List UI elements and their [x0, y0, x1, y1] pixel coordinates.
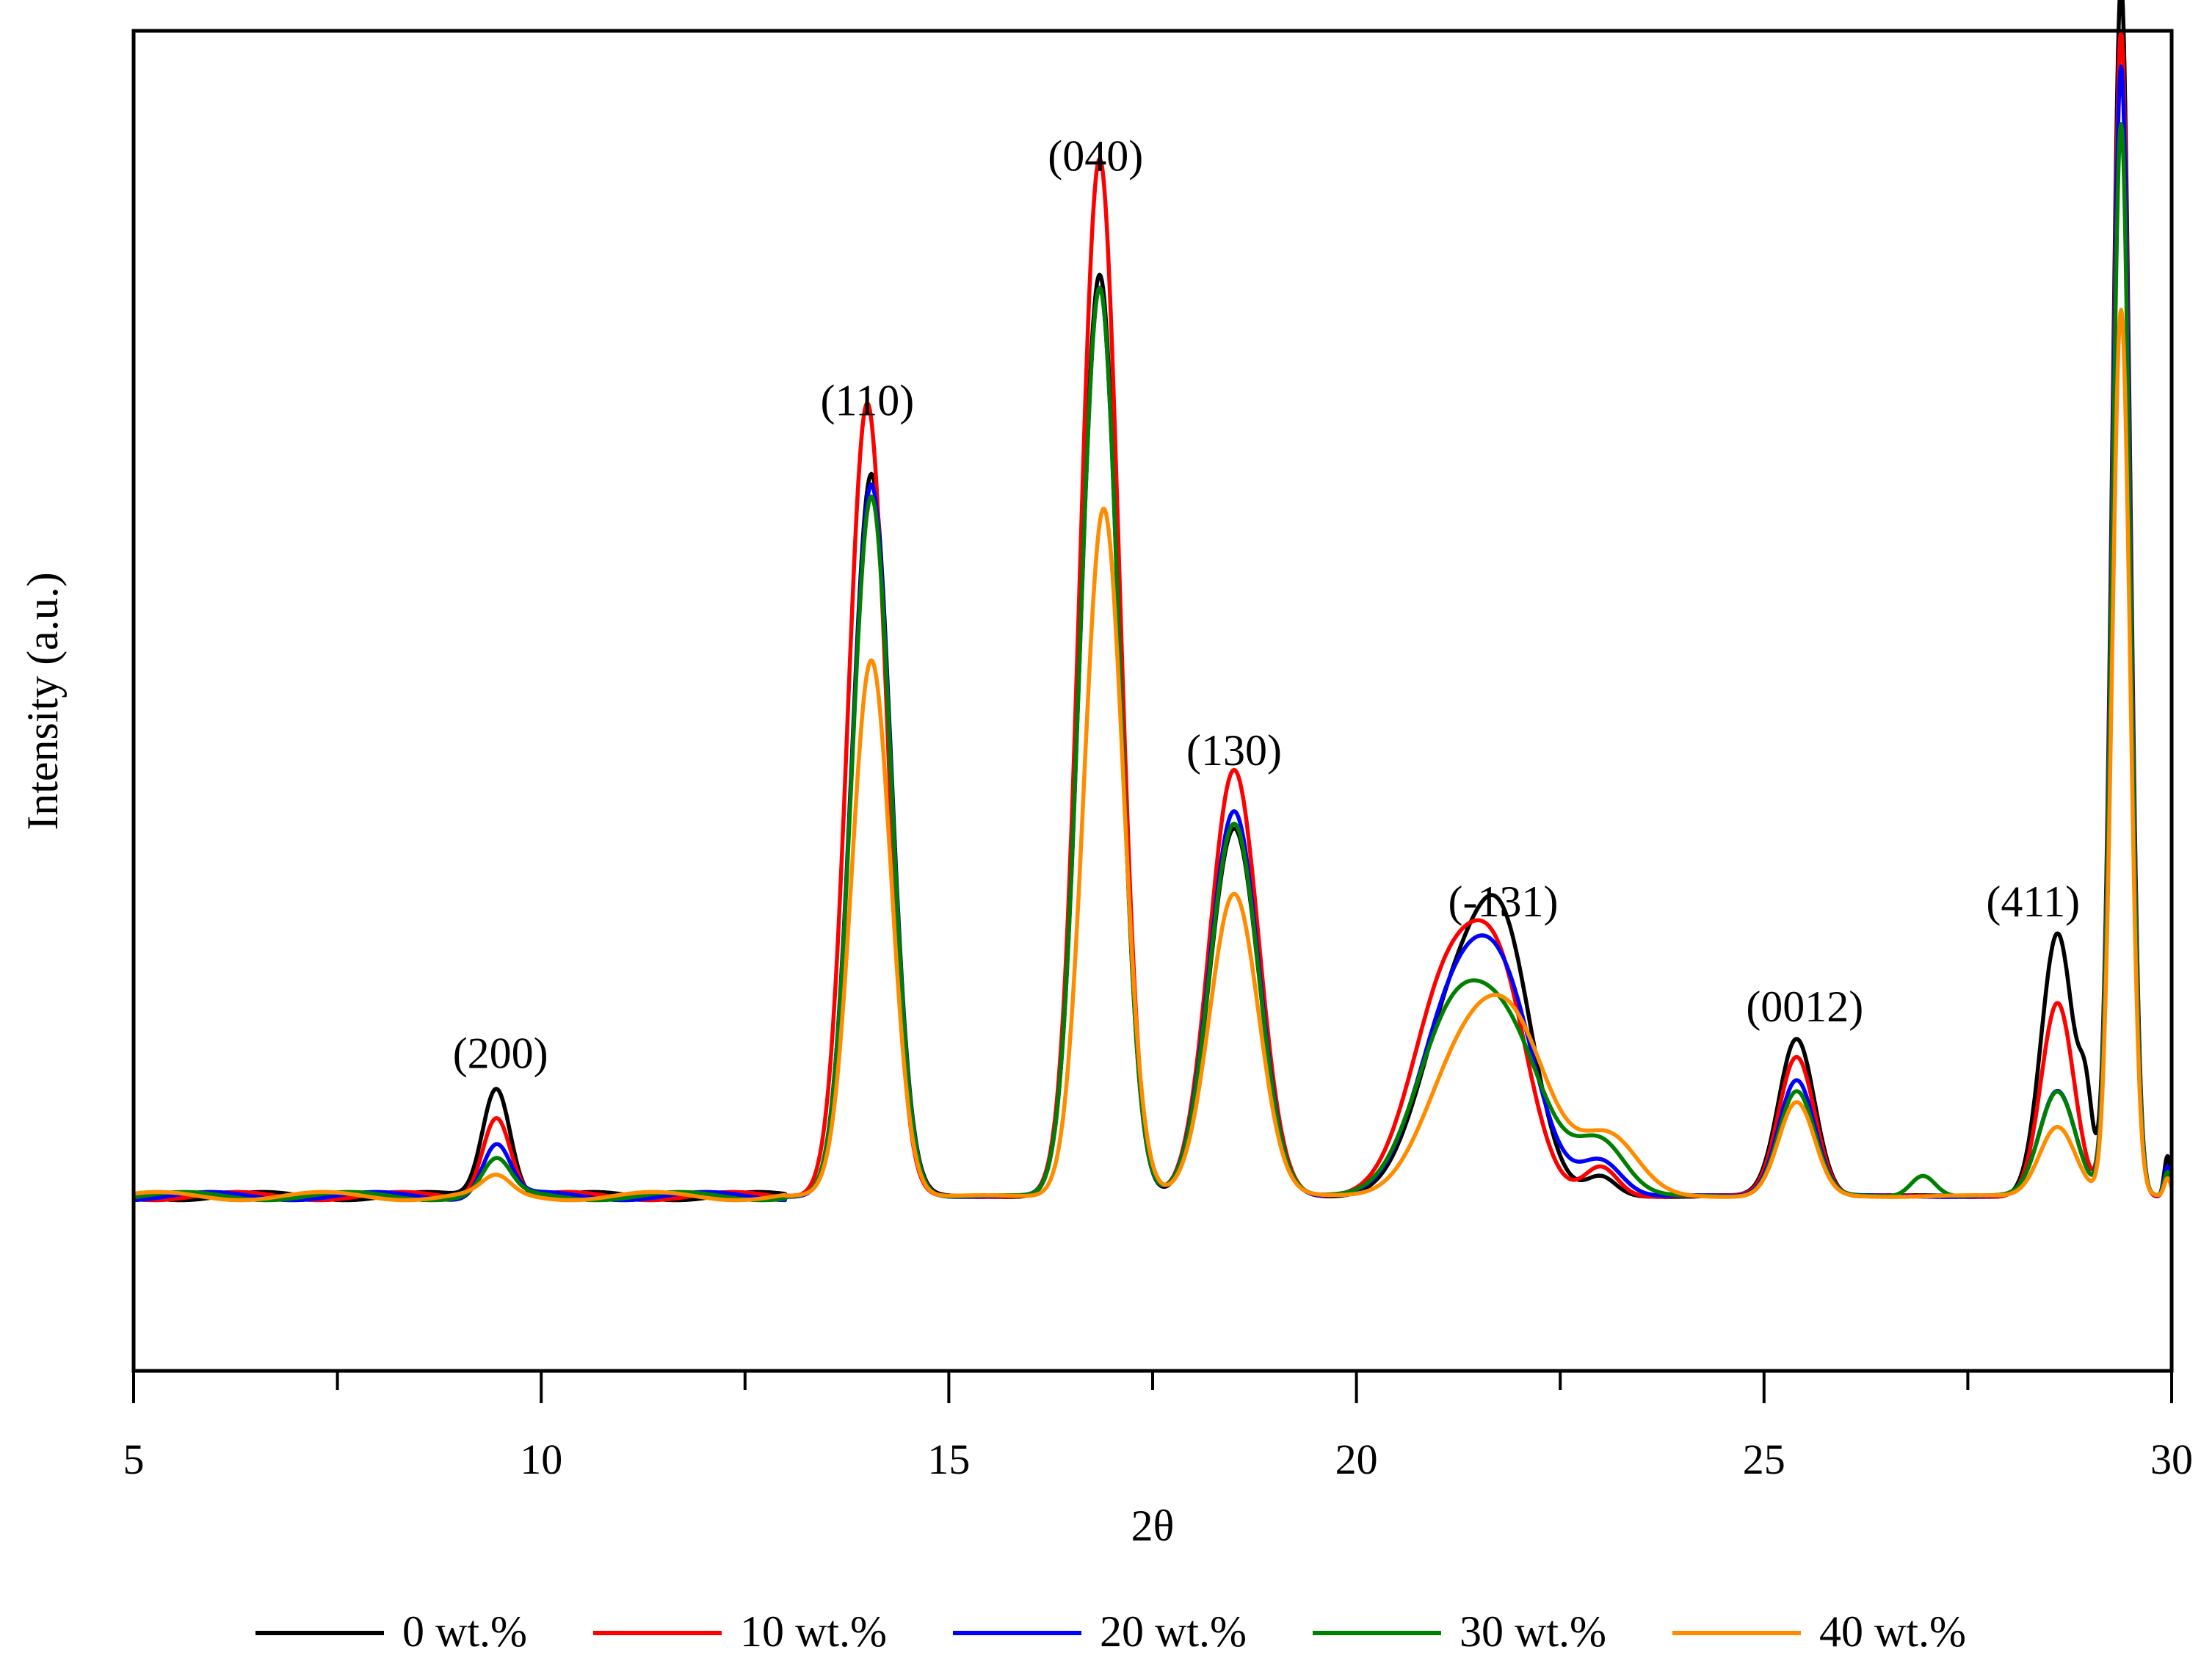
x-tick-label: 30: [2150, 1435, 2193, 1483]
peak-label: (130): [1186, 726, 1282, 775]
peak-labels: (200)(110)(040)(130)(-131)(0012)(411)(12…: [453, 131, 2080, 1077]
y-axis-title: Intensity (a.u.): [18, 572, 67, 830]
peak-label: (110): [820, 377, 914, 425]
series-line-40-wt: [132, 308, 2174, 1203]
peak-label: (411): [1986, 877, 2080, 926]
peak-label: (0012): [1746, 982, 1863, 1031]
series-line-10-wt: [132, 29, 2174, 1203]
peak-label: (-131): [1448, 877, 1558, 926]
x-axis-title: 2θ: [1131, 1502, 1175, 1550]
legend-label: 10 wt.%: [740, 1607, 887, 1656]
series-line-30-wt: [132, 122, 2174, 1203]
x-tick-label: 15: [927, 1435, 970, 1483]
legend-label: 20 wt.%: [1100, 1607, 1247, 1656]
x-axis-ticks: 5 10 15 20 25 30: [123, 1371, 2193, 1483]
series-layer: [132, 0, 2174, 1203]
legend-label: 0 wt.%: [402, 1607, 527, 1656]
peak-label: (200): [453, 1029, 548, 1077]
x-tick-label: 20: [1335, 1435, 1378, 1483]
x-tick-label: 25: [1743, 1435, 1785, 1483]
legend: 0 wt.% 10 wt.% 20 wt.% 30 wt.% 40 wt.%: [255, 1607, 1966, 1656]
x-tick-label: 10: [520, 1435, 562, 1483]
legend-label: 40 wt.%: [1819, 1607, 1966, 1656]
series-line-0-wt: [132, 0, 2174, 1203]
x-tick-label: 5: [123, 1435, 145, 1483]
legend-label: 30 wt.%: [1460, 1607, 1606, 1656]
peak-label: (040): [1048, 131, 1143, 180]
series-line-20-wt: [132, 64, 2174, 1203]
